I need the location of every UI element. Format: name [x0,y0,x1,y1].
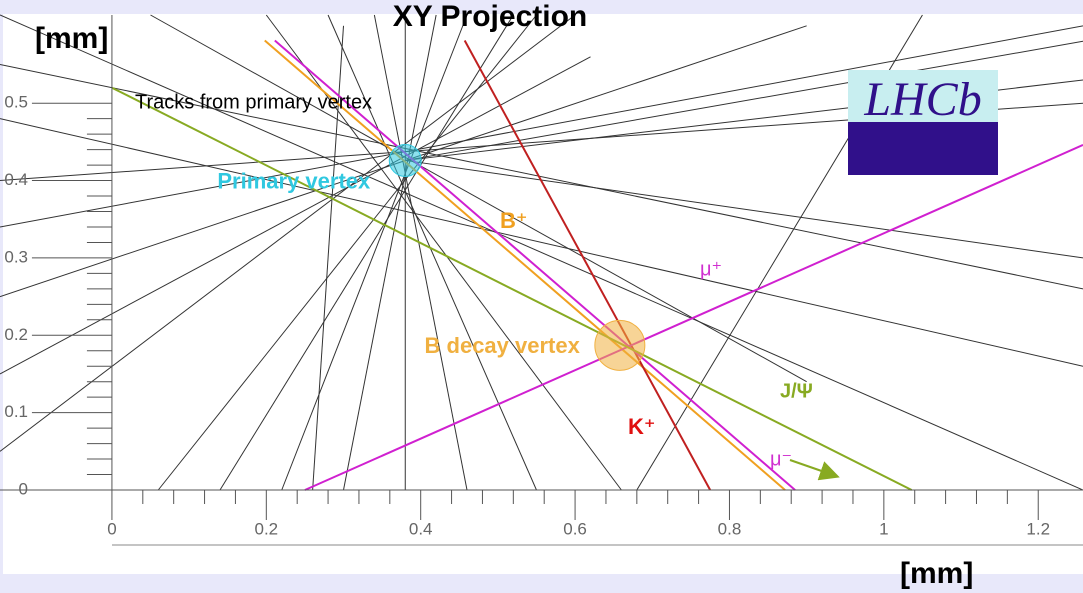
track [157,14,537,491]
x-tick-label: 1.2 [1026,519,1050,538]
x-axis-label: [mm] [900,557,973,590]
x-tick-label: 1 [879,519,888,538]
track [327,14,537,491]
track [0,25,1083,228]
logo: LHCb [848,70,998,175]
y-tick-label: 0 [19,479,28,498]
vertex-label: B decay vertex [425,333,581,358]
x-tick-label: 0 [107,519,116,538]
y-tick-label: 0.3 [4,247,28,266]
vertex-label: Primary vertex [217,168,371,193]
y-tick-label: 0.1 [4,402,28,421]
track [0,118,1083,367]
track [343,14,437,491]
track [304,144,1083,491]
y-tick-label: 0.5 [4,93,28,112]
track [274,39,796,491]
y-axis-label: [mm] [35,22,108,55]
arrow [789,459,840,481]
track [281,14,468,491]
x-tick-label: 0.6 [563,519,587,538]
track [264,39,786,491]
vertex [388,143,422,177]
annotation: K⁺ [628,414,656,439]
annotation: μ⁺ [700,258,722,280]
logo-bottom [848,122,998,175]
track [463,40,712,491]
logo-top [848,70,998,122]
vertex [594,319,646,371]
x-tick-label: 0.4 [409,519,433,538]
track [0,64,1083,290]
y-tick-label: 0.4 [4,170,28,189]
y-tick-label: 0.2 [4,325,28,344]
annotation: J/Ψ [780,380,813,402]
track [373,14,468,491]
track [219,14,514,491]
annotation: B⁺ [500,208,528,233]
track [0,14,1083,491]
chart-title: XY Projection [393,0,588,33]
x-tick-label: 0.2 [254,519,278,538]
logo-text: LHCb [863,73,981,126]
track [0,56,591,375]
track [405,159,1083,259]
track [111,86,913,491]
annotation: Tracks from primary vertex [135,91,372,113]
track [0,14,576,452]
x-tick-label: 0.8 [718,519,742,538]
annotation: μ⁻ [770,448,792,470]
